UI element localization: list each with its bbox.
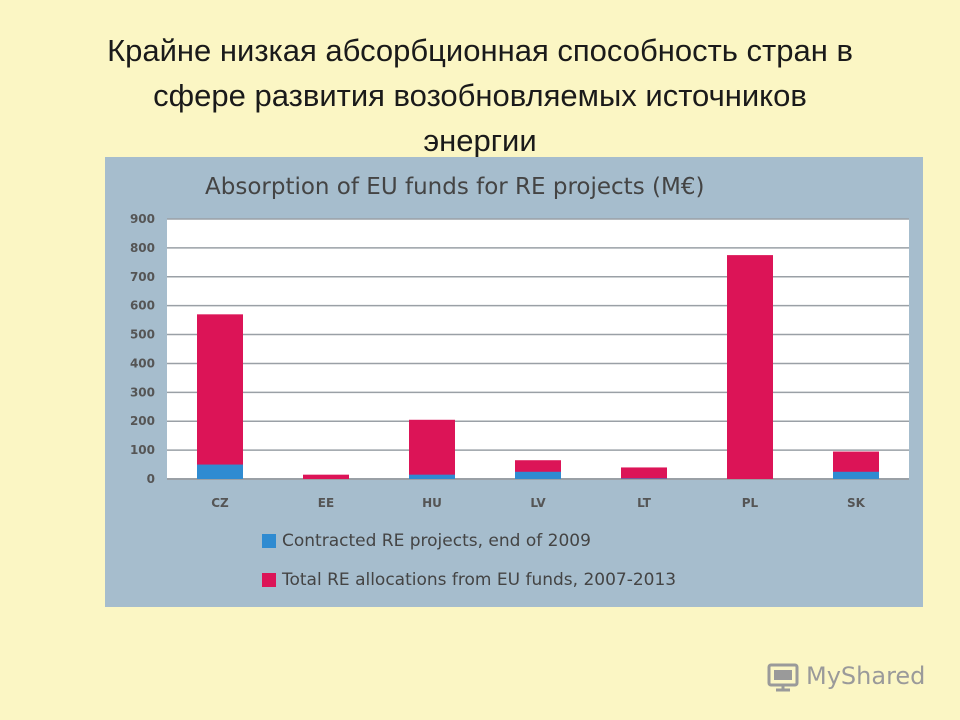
x-axis-categories: CZ EE HU LV LT PL SK (211, 496, 865, 510)
bar-chart: Absorption of EU funds for RE projects (… (130, 174, 909, 590)
bar-contracted-lv (515, 471, 561, 479)
plot-area (167, 219, 909, 479)
x-category-label: PL (742, 496, 759, 510)
y-tick-label: 900 (130, 212, 155, 226)
bar-contracted-lt (621, 478, 667, 479)
chart-panel: Absorption of EU funds for RE projects (… (105, 157, 923, 607)
legend-swatch-contracted (262, 534, 276, 548)
bar-contracted-hu (409, 474, 455, 479)
y-tick-label: 400 (130, 356, 155, 370)
legend-swatch-total (262, 573, 276, 587)
x-category-label: LT (637, 496, 652, 510)
slide-title-line-2: сфере развития возобновляемых источников (153, 78, 807, 113)
bar-total-hu (409, 419, 455, 479)
chart-title: Absorption of EU funds for RE projects (… (205, 174, 704, 200)
y-tick-label: 100 (130, 443, 155, 457)
y-tick-label: 800 (130, 241, 155, 255)
watermark-text: MyShared (806, 662, 926, 690)
bar-total-cz (197, 314, 243, 479)
x-category-label: LV (530, 496, 546, 510)
y-tick-label: 0 (147, 472, 155, 486)
y-tick-label: 500 (130, 328, 155, 342)
bar-contracted-sk (833, 471, 879, 479)
bar-total-ee (303, 474, 349, 479)
y-tick-label: 600 (130, 299, 155, 313)
x-category-label: SK (847, 496, 866, 510)
y-tick-label: 700 (130, 270, 155, 284)
slide-title: Крайне низкая абсорбционная способность … (40, 28, 920, 163)
grid-lines (167, 218, 909, 480)
y-axis-ticks: 0 100 200 300 400 500 600 700 800 900 (130, 212, 155, 486)
watermark: MyShared (766, 656, 925, 696)
slide-title-line-1: Крайне низкая абсорбционная способность … (107, 33, 853, 68)
slide-title-line-3: энергии (423, 123, 537, 158)
legend: Contracted RE projects, end of 2009 Tota… (262, 531, 676, 590)
legend-label-contracted: Contracted RE projects, end of 2009 (282, 531, 591, 551)
bar-total-lt (621, 467, 667, 479)
legend-label-total: Total RE allocations from EU funds, 2007… (281, 570, 676, 590)
bar-total-pl (727, 255, 773, 479)
bar-contracted-cz (197, 464, 243, 479)
x-category-label: HU (422, 496, 442, 510)
y-tick-label: 200 (130, 414, 155, 428)
x-category-label: CZ (211, 496, 229, 510)
y-tick-label: 300 (130, 385, 155, 399)
myshared-logo-icon (767, 663, 799, 692)
x-category-label: EE (318, 496, 334, 510)
bars (197, 255, 879, 479)
